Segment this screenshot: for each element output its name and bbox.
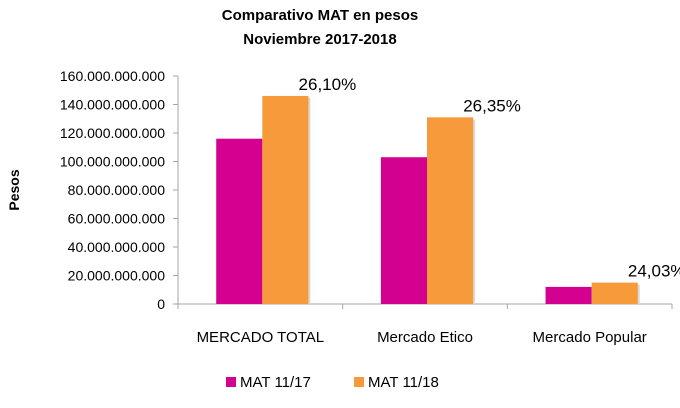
y-tick-label: 80.000.000.000: [68, 182, 166, 198]
x-tick-label: Mercado Popular: [533, 329, 647, 346]
growth-annotation: 24,03%: [628, 262, 680, 281]
legend-swatch: [226, 377, 236, 387]
growth-annotation: 26,35%: [463, 96, 521, 115]
x-tick-label: Mercado Etico: [377, 329, 473, 346]
y-tick-label: 160.000.000.000: [60, 68, 165, 84]
bar-mat-11-17: [380, 157, 427, 304]
bars: [216, 95, 640, 304]
y-tick-label: 140.000.000.000: [60, 97, 165, 113]
bar-mat-11-18: [427, 117, 474, 304]
chart-title-line2: Noviembre 2017-2018: [243, 31, 396, 48]
legend-swatch: [354, 377, 364, 387]
legend: MAT 11/17 MAT 11/18: [226, 374, 439, 391]
y-tick-label: 20.000.000.000: [68, 268, 166, 284]
growth-annotation: 26,10%: [299, 75, 357, 94]
y-tick-label: 0: [157, 296, 165, 312]
y-tick-labels: 0 20.000.000.000 40.000.000.000 60.000.000.…: [60, 68, 165, 312]
bar-mat-11-17: [216, 138, 263, 304]
bar-mat-11-18: [262, 95, 309, 304]
y-tick-label: 100.000.000.000: [60, 154, 165, 170]
legend-label: MAT 11/18: [368, 374, 439, 391]
chart-title-line1: Comparativo MAT en pesos: [222, 7, 418, 24]
y-tick-label: 40.000.000.000: [68, 239, 166, 255]
x-tick-labels: MERCADO TOTAL Mercado Etico Mercado Popula…: [197, 329, 647, 346]
y-tick-label: 120.000.000.000: [60, 125, 165, 141]
bar-mat-11-18: [591, 282, 638, 304]
y-axis-label: Pesos: [6, 169, 22, 210]
x-tick-label: MERCADO TOTAL: [197, 329, 325, 346]
annotations: 26,10% 26,35% 24,03%: [299, 75, 680, 281]
legend-label: MAT 11/17: [240, 374, 311, 391]
bar-mat-11-17: [545, 286, 592, 304]
y-tick-label: 60.000.000.000: [68, 211, 166, 227]
